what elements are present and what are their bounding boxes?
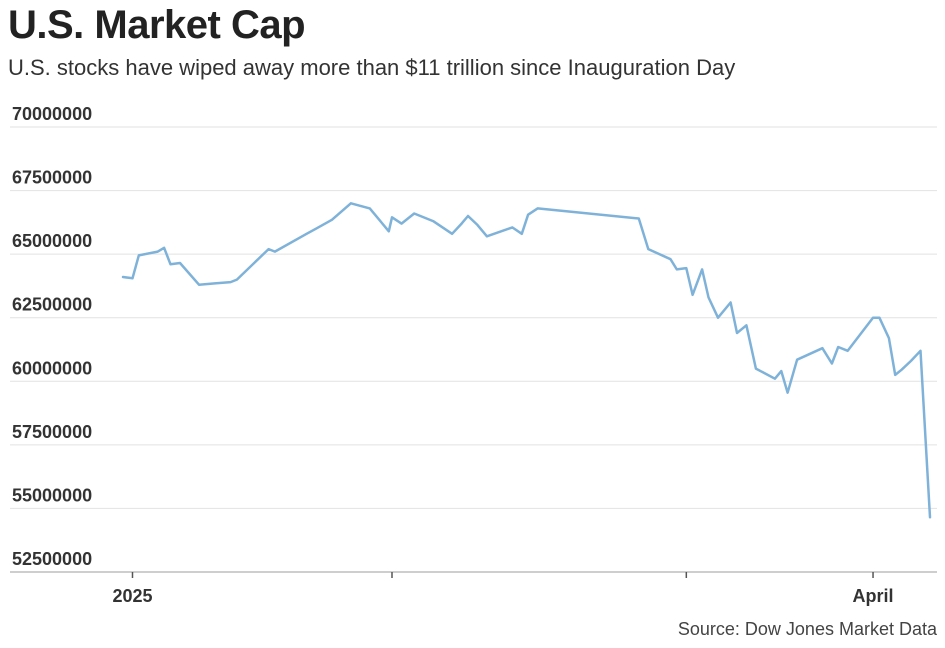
y-tick-label: 67500000 <box>12 168 92 188</box>
x-tick-label: April <box>853 586 894 606</box>
y-axis-ticks: 70000000 67500000 65000000 62500000 60000000… <box>12 104 92 569</box>
gridlines <box>10 126 937 573</box>
y-tick-label: 62500000 <box>12 295 92 315</box>
chart-title: U.S. Market Cap <box>8 3 306 47</box>
y-tick-label: 52500000 <box>12 549 92 569</box>
series-group <box>121 202 932 519</box>
series-line-market-cap <box>121 202 932 519</box>
y-tick-label: 60000000 <box>12 358 92 378</box>
chart-subtitle: U.S. stocks have wiped away more than $1… <box>8 55 736 80</box>
chart-source: Source: Dow Jones Market Data <box>677 619 937 639</box>
y-tick-label: 55000000 <box>12 485 92 505</box>
y-tick-label: 65000000 <box>12 231 92 251</box>
y-tick-label: 70000000 <box>12 104 92 124</box>
x-tick-label: 2025 <box>112 586 152 606</box>
y-tick-label: 57500000 <box>12 422 92 442</box>
x-axis: 2025 April <box>112 572 894 606</box>
